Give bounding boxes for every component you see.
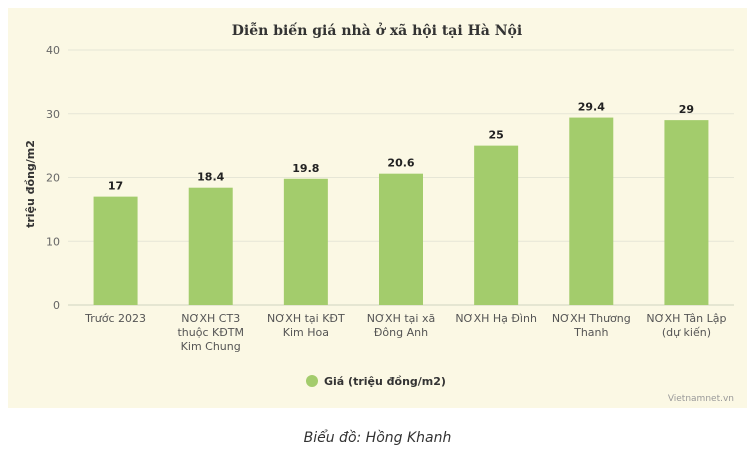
- x-tick-label: NƠXH CT3: [181, 312, 240, 325]
- data-label: 17: [108, 180, 123, 193]
- y-axis-label: triệu đồng/m2: [24, 140, 37, 228]
- bar[interactable]: [664, 120, 709, 305]
- legend-label: Giá (triệu đồng/m2): [324, 375, 446, 388]
- y-tick-label: 40: [46, 44, 60, 57]
- data-label: 20.6: [387, 157, 414, 170]
- bar[interactable]: [188, 187, 233, 305]
- x-tick-label: NƠXH tại xã: [367, 312, 435, 325]
- data-label: 29: [679, 103, 694, 116]
- x-tick-label: thuộc KĐTM: [177, 326, 243, 339]
- x-tick-label: Kim Chung: [181, 340, 241, 353]
- x-tick-label: Thanh: [573, 326, 608, 339]
- y-tick-label: 0: [53, 299, 60, 312]
- x-tick-label: (dự kiến): [662, 326, 711, 339]
- y-tick-label: 10: [46, 235, 60, 248]
- y-tick-label: 20: [46, 172, 60, 185]
- x-tick-label: Kim Hoa: [283, 326, 329, 339]
- bar[interactable]: [474, 145, 519, 305]
- figure-caption: Biểu đồ: Hồng Khanh: [303, 430, 452, 446]
- bar[interactable]: [283, 178, 328, 305]
- x-tick-label: NƠXH Tân Lập: [646, 312, 726, 325]
- watermark: Vietnamnet.vn: [668, 394, 734, 404]
- chart-title: Diễn biến giá nhà ở xã hội tại Hà Nội: [232, 21, 522, 39]
- data-label: 25: [488, 129, 503, 142]
- bar[interactable]: [569, 117, 614, 305]
- data-label: 19.8: [292, 162, 319, 175]
- data-label: 18.4: [197, 171, 224, 184]
- x-tick-label: NƠXH Hạ Đình: [455, 312, 537, 325]
- legend-marker: [306, 375, 318, 387]
- bar[interactable]: [379, 173, 423, 305]
- bar[interactable]: [93, 196, 138, 305]
- x-tick-label: NƠXH Thương: [552, 312, 631, 325]
- x-tick-label: Trước 2023: [84, 312, 146, 325]
- y-tick-label: 30: [46, 108, 60, 121]
- data-label: 29.4: [578, 101, 605, 114]
- x-tick-label: NƠXH tại KĐT: [267, 312, 345, 325]
- legend[interactable]: Giá (triệu đồng/m2): [306, 375, 446, 388]
- x-tick-label: Đông Anh: [374, 326, 428, 339]
- chart-panel: 0 10 20 30 40 17 Trước 2023 18.4 NƠXH CT3 thuộc …: [8, 8, 747, 408]
- bar-chart: 0 10 20 30 40 17 Trước 2023 18.4 NƠXH CT3thuộc …: [24, 21, 734, 404]
